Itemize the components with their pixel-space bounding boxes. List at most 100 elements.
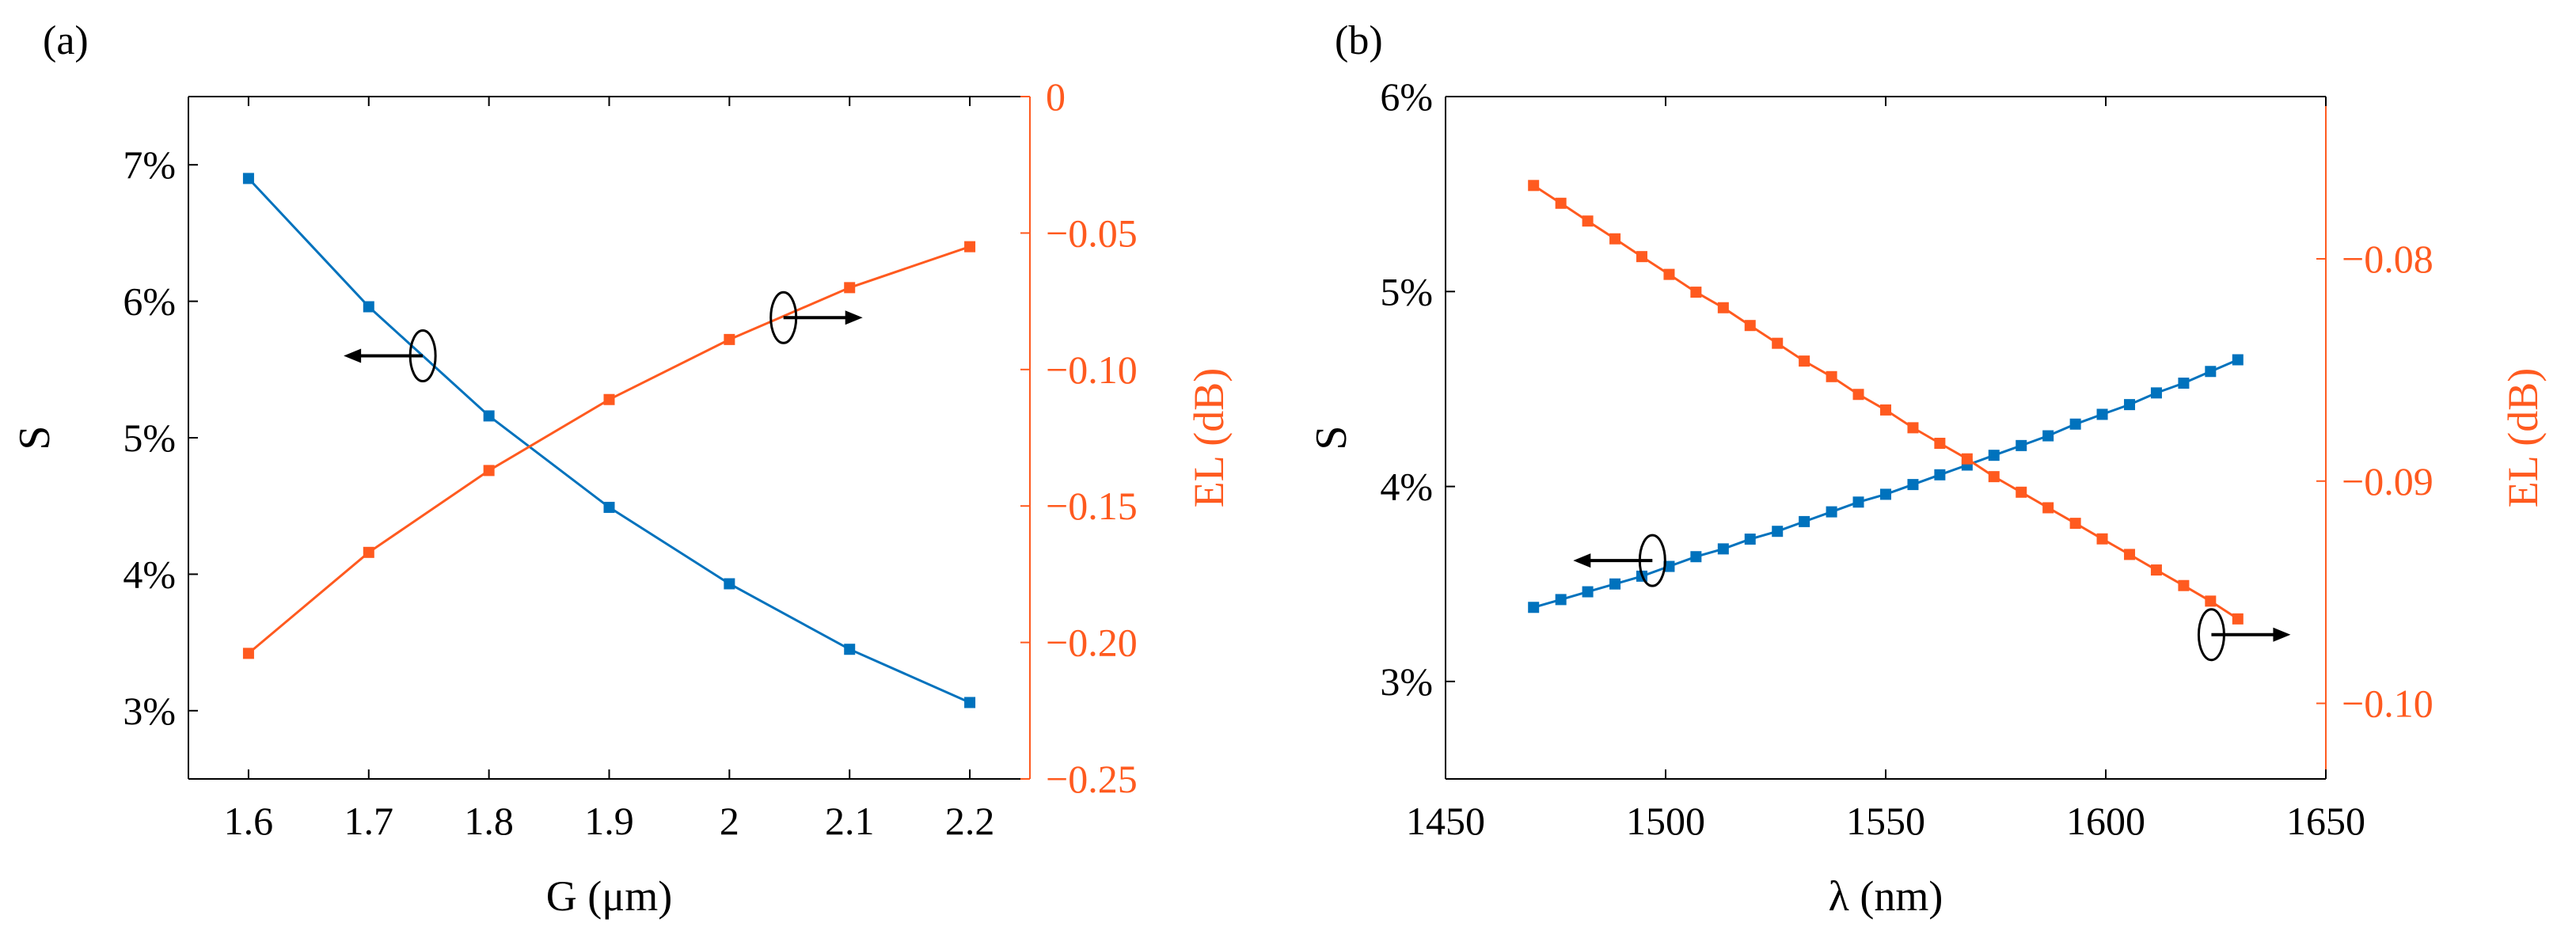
data-point-el	[1663, 268, 1675, 280]
left-tick-label: 4%	[1380, 465, 1433, 509]
right-tick-label: −0.15	[1046, 484, 1138, 528]
data-point-el	[724, 333, 735, 345]
data-point-el	[1988, 471, 2000, 483]
data-point-s	[1663, 560, 1675, 572]
series-line-s	[247, 177, 971, 704]
x-axis-label: λ (nm)	[1829, 872, 1943, 920]
panel-b: (b) 1450 1500 1550 1600 1650 3% 4% 5% 6% −0.10 −0.0…	[1307, 18, 2547, 920]
left-tick-label: 5%	[1380, 269, 1433, 313]
data-point-el	[1690, 287, 1702, 298]
right-axis-label: EL (dB)	[1185, 368, 1233, 507]
data-point-s	[724, 578, 735, 590]
data-point-s	[1528, 602, 1540, 613]
data-point-el	[1961, 453, 1973, 465]
data-point-s	[2178, 378, 2190, 389]
data-point-s	[1799, 515, 1810, 527]
panel-a: (a) 1.6 1.7 1.8 1.9 2 2.1 2.2 3% 4% 5% 6% 7% −0.25 −0.…	[10, 18, 1233, 920]
data-point-el	[1636, 251, 1647, 263]
data-point-el	[2096, 533, 2108, 545]
data-point-el	[2124, 549, 2136, 560]
data-point-s	[2042, 430, 2054, 442]
data-point-s	[1852, 496, 1864, 508]
data-point-el	[1582, 215, 1594, 227]
x-tick-label: 1.9	[584, 799, 634, 843]
series-line-el	[247, 245, 971, 655]
left-axis-label: S	[1307, 425, 1356, 450]
data-point-s	[1717, 543, 1729, 555]
data-point-el	[1799, 355, 1810, 367]
left-tick-label: 3%	[1380, 659, 1433, 704]
x-tick-label: 1.8	[464, 799, 514, 843]
right-axis-label: EL (dB)	[2499, 368, 2547, 507]
data-point-el	[1880, 404, 1891, 416]
data-point-s	[1772, 526, 1784, 537]
data-point-el	[242, 648, 254, 659]
data-point-el	[1772, 337, 1784, 349]
data-point-el	[363, 546, 374, 558]
data-point-el	[844, 282, 856, 294]
right-tick-label: −0.20	[1046, 621, 1138, 665]
data-point-s	[2016, 439, 2027, 451]
data-point-s	[2069, 418, 2081, 430]
x-tick-label: 1.7	[344, 799, 394, 843]
data-point-el	[2178, 579, 2190, 591]
data-point-el	[2232, 613, 2244, 625]
data-point-el	[2205, 595, 2217, 607]
data-point-el	[1744, 320, 1756, 332]
data-point-s	[242, 173, 254, 184]
left-tick-label: 5%	[123, 416, 176, 460]
data-point-el	[483, 465, 495, 477]
data-point-s	[2124, 399, 2136, 411]
data-point-el	[2150, 564, 2162, 576]
x-tick-label: 1650	[2286, 799, 2365, 843]
x-tick-label: 2.1	[825, 799, 875, 843]
data-point-s	[2150, 387, 2162, 399]
data-point-el	[1907, 422, 1919, 434]
data-point-el	[1826, 370, 1837, 382]
x-axis-label: G (μm)	[546, 872, 672, 920]
left-tick-label: 6%	[1380, 74, 1433, 119]
data-point-s	[1582, 586, 1594, 598]
left-tick-label: 6%	[123, 279, 176, 324]
data-point-el	[964, 241, 976, 253]
data-point-s	[1934, 469, 1946, 480]
right-tick-label: −0.08	[2342, 237, 2434, 281]
arrow-head-icon	[1573, 553, 1591, 568]
x-tick-label: 2	[720, 799, 739, 843]
data-point-s	[363, 301, 374, 313]
data-point-s	[2232, 354, 2244, 366]
data-point-s	[1609, 578, 1621, 590]
data-point-s	[603, 501, 615, 513]
arrow-head-icon	[344, 348, 362, 363]
panel-label: (b)	[1335, 18, 1383, 63]
data-point-el	[1555, 197, 1567, 209]
data-point-el	[2042, 502, 2054, 514]
data-point-el	[1609, 233, 1621, 245]
x-tick-label: 1500	[1626, 799, 1705, 843]
x-tick-label: 2.2	[945, 799, 995, 843]
right-tick-label: −0.25	[1046, 757, 1138, 801]
left-tick-label: 7%	[123, 142, 176, 187]
arrow-head-icon	[2273, 627, 2291, 642]
data-point-s	[1826, 506, 1837, 518]
data-point-el	[2069, 518, 2081, 530]
data-point-s	[1690, 551, 1702, 563]
right-tick-label: −0.10	[1046, 348, 1138, 392]
panel-label: (a)	[43, 18, 89, 63]
data-point-el	[1934, 438, 1946, 450]
data-point-s	[1555, 594, 1567, 606]
right-tick-label: −0.05	[1046, 211, 1138, 255]
data-point-s	[1988, 450, 2000, 462]
left-tick-label: 4%	[123, 552, 176, 596]
data-point-el	[1528, 180, 1540, 192]
data-point-s	[2096, 408, 2108, 420]
right-tick-label: −0.10	[2342, 682, 2434, 726]
left-tick-label: 3%	[123, 689, 176, 733]
data-point-s	[2205, 366, 2217, 378]
data-point-s	[1880, 488, 1891, 500]
x-tick-label: 1.6	[224, 799, 274, 843]
right-tick-label: 0	[1046, 74, 1066, 119]
data-point-s	[1744, 534, 1756, 545]
arrow-head-icon	[845, 310, 863, 325]
